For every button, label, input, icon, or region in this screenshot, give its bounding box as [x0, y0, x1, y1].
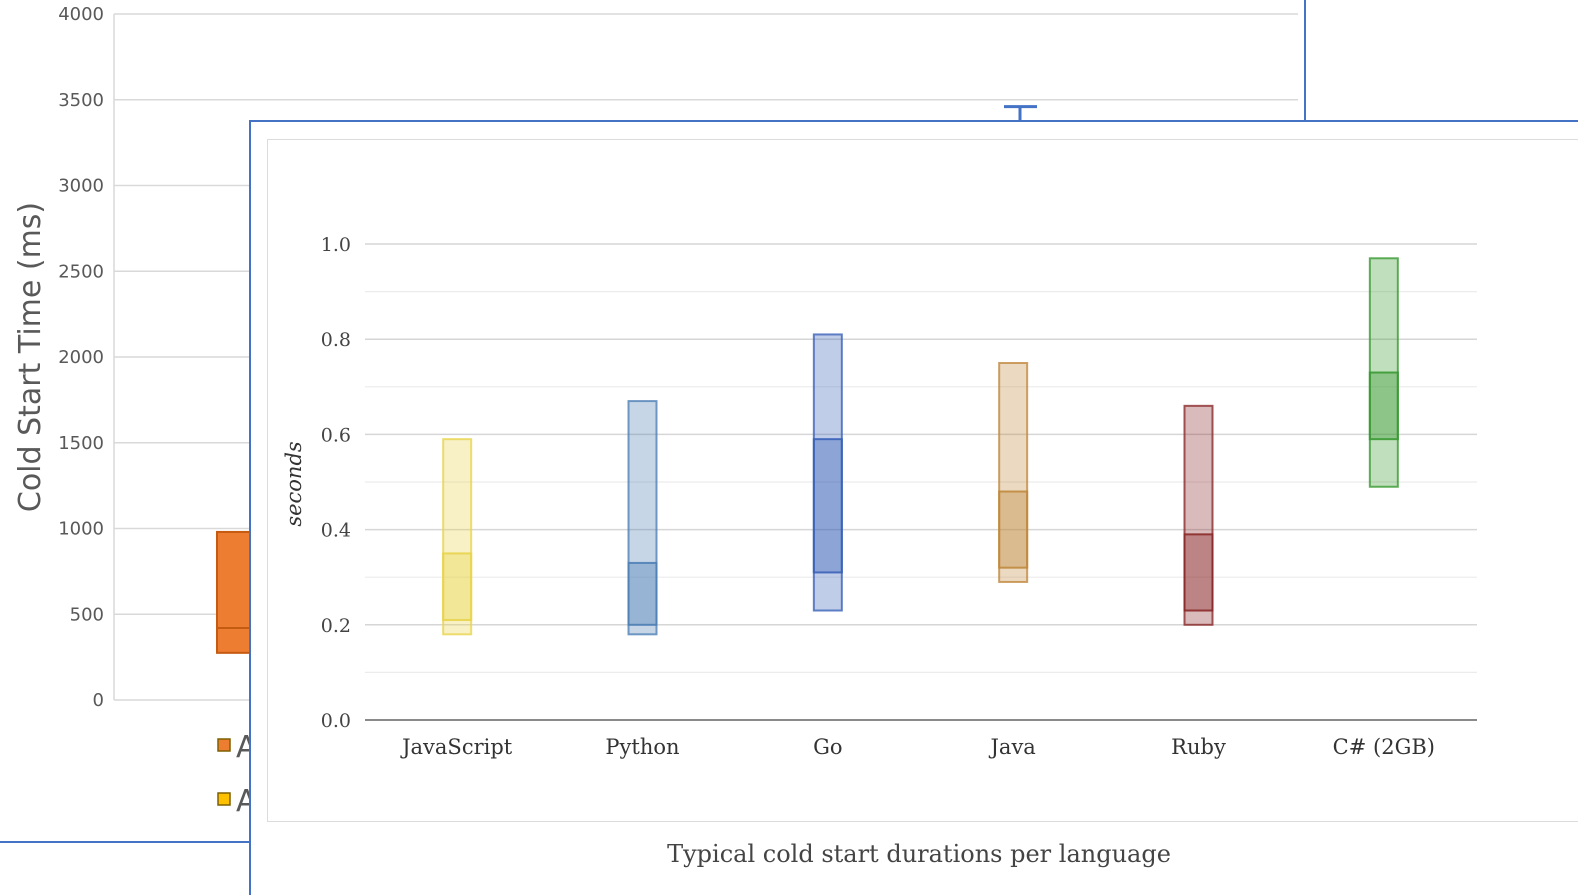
front-box-iqr — [1368, 371, 1399, 441]
back-y-axis-label: Cold Start Time (ms) — [13, 202, 48, 512]
front-y-tick-label: 0.2 — [321, 615, 351, 637]
front-y-axis-label: seconds — [282, 441, 306, 527]
front-box-iqr — [627, 561, 658, 626]
front-plot-area — [267, 139, 1578, 822]
front-box-iqr — [998, 490, 1029, 569]
front-box-range — [627, 400, 658, 636]
legend-marker — [217, 738, 231, 752]
front-chart-svg: 0.00.20.40.60.81.0 JavaScript Python Go Jav… — [282, 234, 1477, 759]
back-y-tick-label: 3500 — [58, 90, 104, 111]
back-y-tick-label: 4000 — [58, 4, 104, 25]
front-category-label: Python — [605, 735, 679, 759]
front-box-range — [998, 362, 1029, 583]
front-y-tick-label: 0.6 — [321, 424, 351, 446]
back-y-tick-label: 0 — [93, 690, 104, 711]
front-boxes — [442, 257, 1399, 636]
front-chart-window: 0.0 0.2 0.4 0.6 0.8 1.0 JavaScript Python Go Jav… — [249, 120, 1578, 895]
front-y-tick-label: 0.0 — [321, 710, 351, 732]
front-category-label: C# (2GB) — [1333, 735, 1435, 759]
front-y-tick-labels: 0.0 0.2 0.4 0.6 0.8 1.0 — [321, 234, 351, 732]
front-box-iqr — [1183, 533, 1214, 612]
front-y-tick-label: 0.4 — [321, 520, 351, 542]
front-box-iqr — [812, 438, 843, 574]
back-y-tick-labels: 0 500 1000 1500 2000 2500 3000 3500 4000 — [58, 4, 104, 711]
back-y-tick-label: 1000 — [58, 519, 104, 540]
front-category-label: Ruby — [1171, 735, 1226, 759]
front-chart-title: Typical cold start durations per languag… — [667, 840, 1171, 868]
back-y-tick-label: 1500 — [58, 433, 104, 454]
front-category-label: Java — [989, 735, 1036, 759]
front-x-tick-labels: JavaScript Python Go Java Ruby C# (2GB) — [400, 735, 1435, 759]
legend-marker — [217, 792, 231, 806]
front-box-range — [442, 438, 473, 636]
front-category-label: Go — [813, 735, 842, 759]
front-category-label: JavaScript — [400, 735, 513, 759]
back-y-tick-label: 2000 — [58, 347, 104, 368]
back-y-tick-label: 500 — [70, 604, 104, 625]
front-y-tick-label: 1.0 — [321, 234, 351, 256]
front-gridlines — [365, 243, 1477, 721]
front-box-iqr — [442, 552, 473, 622]
front-box-range — [1183, 404, 1214, 626]
back-y-tick-label: 3000 — [58, 176, 104, 197]
front-y-tick-label: 0.8 — [321, 329, 351, 351]
back-y-tick-label: 2500 — [58, 261, 104, 282]
